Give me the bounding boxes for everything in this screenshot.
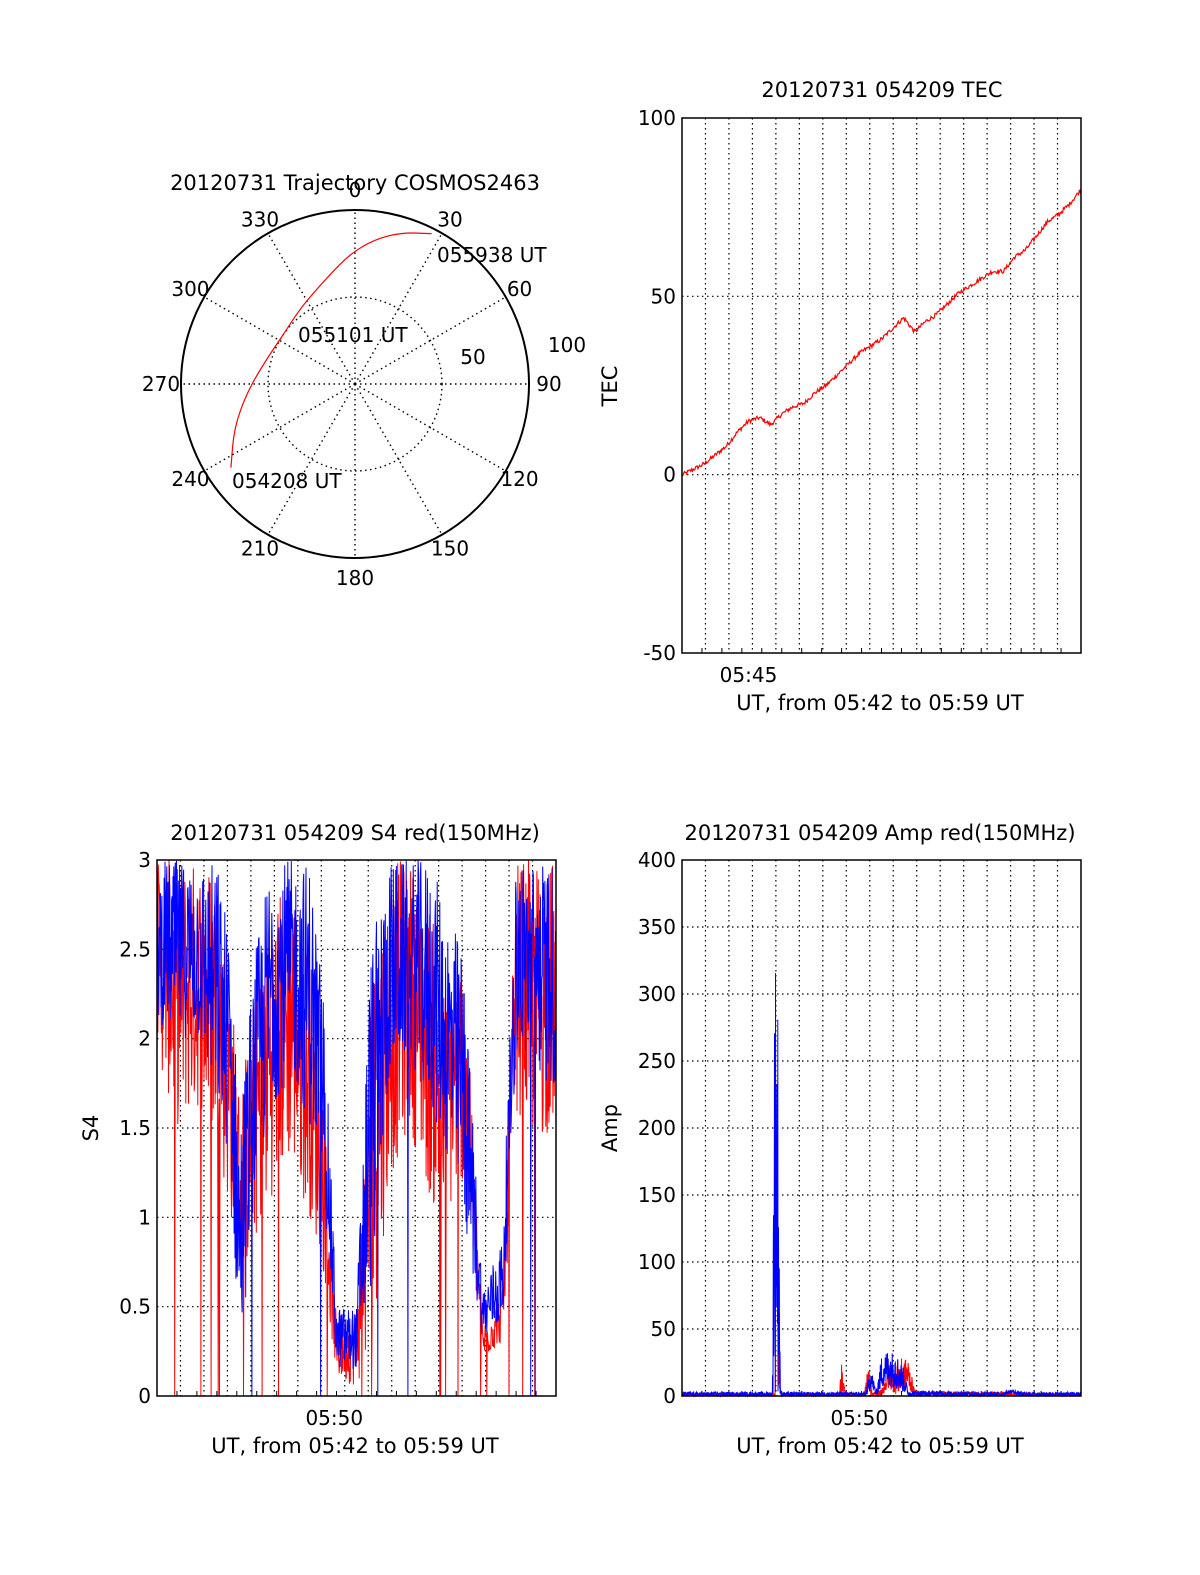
- amp-title: 20120731 054209 Amp red(150MHz): [684, 821, 1075, 845]
- amp-ytick-label: 50: [651, 1317, 676, 1341]
- tec-frame: [681, 117, 1082, 654]
- amp-xtick-label: 05:50: [830, 1406, 888, 1430]
- polar-angle-label: 300: [171, 277, 209, 301]
- polar-spoke: [354, 383, 443, 536]
- amp-panel: 20120731 054209 Amp red(150MHz) UT, from…: [598, 821, 1082, 1458]
- polar-angle-label: 330: [241, 207, 279, 231]
- polar-angle-label: 150: [431, 537, 469, 561]
- s4-xlabel: UT, from 05:42 to 05:59 UT: [211, 1434, 499, 1458]
- tec-ytick-label: 50: [651, 284, 676, 308]
- amp-ytick-label: 100: [638, 1250, 676, 1274]
- s4-panel: 20120731 054209 S4 red(150MHz) UT, from …: [79, 821, 557, 1458]
- s4-xtick-label: 05:50: [305, 1406, 363, 1430]
- polar-ring-50: [267, 296, 443, 472]
- polar-spoke: [354, 383, 507, 472]
- amp-ytick-label: 250: [638, 1049, 676, 1073]
- polar-angle-label: 30: [437, 207, 462, 231]
- polar-radial-label: 50: [460, 345, 485, 369]
- tec-xlabel: UT, from 05:42 to 05:59 UT: [736, 691, 1024, 715]
- s4-ylabel: S4: [79, 1115, 103, 1142]
- polar-angle-label: 180: [336, 566, 374, 590]
- polar-angle-label: 120: [500, 467, 538, 491]
- s4-ytick-label: 2.5: [119, 937, 151, 961]
- tec-ytick-label: -50: [643, 641, 676, 665]
- amp-ytick-label: 0: [663, 1384, 676, 1408]
- amp-ytick-label: 150: [638, 1183, 676, 1207]
- trajectory-line: [230, 232, 432, 468]
- s4-blue-series: [156, 860, 557, 1397]
- tec-panel: 20120731 054209 TEC UT, from 05:42 to 05…: [598, 78, 1082, 715]
- tec-series-line: [681, 188, 1082, 477]
- polar-spoke: [267, 232, 356, 385]
- amp-ytick-label: 350: [638, 915, 676, 939]
- polar-radial-label: 100: [548, 333, 586, 357]
- s4-ytick-label: 2: [138, 1027, 151, 1051]
- polar-angle-label: 210: [241, 537, 279, 561]
- polar-angle-label: 270: [142, 372, 180, 396]
- s4-ytick-label: 0.5: [119, 1295, 151, 1319]
- tec-ytick-label: 100: [638, 106, 676, 130]
- polar-angle-label: 240: [171, 467, 209, 491]
- s4-frame: [156, 859, 557, 1397]
- amp-ylabel: Amp: [598, 1104, 622, 1152]
- tec-ytick-label: 0: [663, 463, 676, 487]
- trajectory-polar-panel: 20120731 Trajectory COSMOS2463 0 30 60 90 12…: [142, 171, 586, 590]
- trajectory-mid-time: 055101 UT: [298, 323, 408, 347]
- polar-spoke: [354, 232, 443, 385]
- tec-ylabel: TEC: [598, 366, 622, 408]
- polar-angle-label: 0: [349, 178, 362, 202]
- polar-spoke: [203, 383, 356, 472]
- polar-spoke: [354, 296, 507, 385]
- amp-ytick-label: 400: [638, 848, 676, 872]
- amp-frame: [681, 859, 1082, 1397]
- polar-angle-label: 60: [507, 277, 532, 301]
- trajectory-start-time: 054208 UT: [232, 469, 342, 493]
- trajectory-end-time: 055938 UT: [437, 243, 547, 267]
- amp-ytick-label: 300: [638, 982, 676, 1006]
- polar-angle-label: 90: [536, 372, 561, 396]
- amp-blue-series: [681, 973, 1082, 1398]
- s4-ytick-label: 3: [138, 848, 151, 872]
- amp-xlabel: UT, from 05:42 to 05:59 UT: [736, 1434, 1024, 1458]
- tec-title: 20120731 054209 TEC: [761, 78, 1002, 102]
- tec-xtick-label: 05:45: [720, 663, 778, 687]
- s4-title: 20120731 054209 S4 red(150MHz): [170, 821, 540, 845]
- s4-ytick-label: 0: [138, 1384, 151, 1408]
- s4-ytick-label: 1: [138, 1205, 151, 1229]
- polar-spoke: [267, 383, 356, 536]
- amp-ytick-label: 200: [638, 1116, 676, 1140]
- polar-spoke: [203, 296, 356, 385]
- s4-ytick-label: 1.5: [119, 1116, 151, 1140]
- trajectory-title: 20120731 Trajectory COSMOS2463: [170, 171, 540, 195]
- polar-outer-circle: [180, 209, 530, 559]
